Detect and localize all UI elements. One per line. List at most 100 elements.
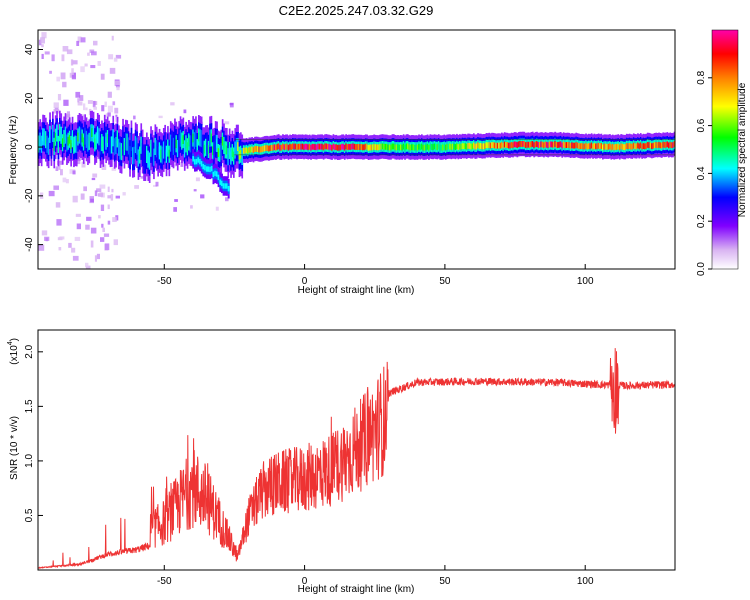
x-tick-label: 0 (302, 576, 308, 587)
heatmap-cell (220, 147, 223, 157)
heatmap-cell (168, 149, 171, 159)
y-tick-label: 1.5 (24, 399, 35, 413)
heatmap-cell (155, 181, 159, 187)
heatmap-cell (122, 192, 126, 196)
heatmap-cell (106, 134, 109, 143)
heatmap-cell (496, 142, 499, 149)
heatmap-cell (255, 145, 258, 152)
heatmap-cell (209, 166, 212, 173)
heatmap-cell (404, 144, 406, 151)
heatmap-cell (393, 143, 395, 150)
heatmap-cell (352, 143, 354, 150)
heatmap-cell (62, 46, 69, 52)
heatmap-cell (458, 143, 461, 150)
heatmap-cell (339, 144, 342, 151)
heatmap-cell (390, 144, 392, 151)
heatmap-cell (198, 132, 200, 142)
heatmap-cell (157, 150, 159, 159)
heatmap-cell (317, 143, 319, 150)
heatmap-cell (50, 139, 53, 149)
heatmap-cell (77, 101, 83, 106)
heatmap-cell (199, 158, 202, 165)
heatmap-cell (315, 144, 318, 151)
heatmap-cell (407, 143, 409, 150)
heatmap-cell (558, 141, 561, 148)
heatmap-cell (51, 54, 55, 62)
heatmap-cell (153, 184, 158, 187)
heatmap-cell (205, 143, 207, 152)
heatmap-cell (107, 204, 110, 210)
heatmap-cell (140, 176, 145, 179)
snr-y-label: SNR (10 * v/v) (9, 416, 20, 480)
heatmap-cell (620, 143, 622, 150)
heatmap-cell (451, 143, 454, 150)
heatmap-cell (435, 144, 437, 150)
heatmap-cell (76, 158, 81, 165)
heatmap-cell (101, 164, 107, 170)
heatmap-cell (53, 142, 56, 151)
heatmap-cell (433, 143, 436, 150)
heatmap-cell (289, 143, 291, 150)
heatmap-cell (422, 144, 425, 151)
heatmap-cell (378, 144, 381, 150)
heatmap-cell (301, 143, 304, 150)
heatmap-cell (655, 142, 658, 148)
heatmap-cell (578, 142, 580, 149)
heatmap-cell (575, 142, 578, 148)
heatmap-cell (134, 140, 137, 149)
heatmap-cell (96, 188, 102, 193)
heatmap-cell (83, 186, 87, 192)
heatmap-cell (649, 142, 652, 149)
heatmap-cell (531, 141, 534, 147)
heatmap-cell (224, 183, 227, 189)
heatmap-cell (85, 224, 90, 230)
heatmap-cell (637, 142, 639, 149)
heatmap-cell (348, 143, 350, 150)
heatmap-cell (62, 177, 67, 183)
heatmap-cell (280, 144, 283, 151)
heatmap-cell (223, 141, 225, 150)
x-tick-label: 100 (577, 276, 594, 287)
snr-series-line (38, 348, 675, 569)
heatmap-cell (215, 206, 219, 211)
heatmap-cell (610, 144, 613, 151)
colorbar-tick-label: 0.2 (696, 214, 707, 228)
heatmap-cell (158, 146, 161, 156)
heatmap-cell (193, 189, 197, 192)
heatmap-cell (449, 143, 451, 150)
heatmap-cell (80, 37, 86, 43)
heatmap-cell (557, 142, 559, 148)
heatmap-cell (222, 183, 225, 189)
heatmap-cell (49, 129, 51, 139)
heatmap-cell (104, 101, 107, 107)
heatmap-cell (44, 236, 50, 241)
heatmap-cell (100, 73, 105, 80)
heatmap-cell (536, 141, 538, 147)
heatmap-cell (140, 140, 143, 150)
heatmap-cell (666, 141, 669, 148)
heatmap-cell (586, 143, 589, 150)
heatmap-cell (115, 54, 122, 59)
heatmap-cell (91, 128, 93, 137)
heatmap-cell (170, 102, 175, 106)
heatmap-cell (320, 143, 322, 150)
heatmap-cell (75, 91, 81, 98)
heatmap-cell (41, 32, 47, 39)
heatmap-cell (387, 144, 390, 151)
heatmap-cell (132, 151, 134, 161)
heatmap-cell (552, 141, 555, 148)
heatmap-cell (113, 142, 116, 152)
heatmap-cell (99, 141, 102, 151)
heatmap-cell (55, 166, 59, 171)
heatmap-cell (206, 142, 209, 152)
heatmap-cell (85, 262, 89, 268)
heatmap-cell (631, 143, 634, 150)
heatmap-cell (405, 143, 408, 150)
heatmap-cell (651, 143, 653, 150)
heatmap-cell (508, 142, 510, 149)
heatmap-cell (468, 142, 471, 149)
heatmap-cell (272, 144, 274, 151)
heatmap-cell (571, 142, 573, 149)
heatmap-cell (111, 140, 113, 150)
heatmap-cell (512, 142, 514, 149)
